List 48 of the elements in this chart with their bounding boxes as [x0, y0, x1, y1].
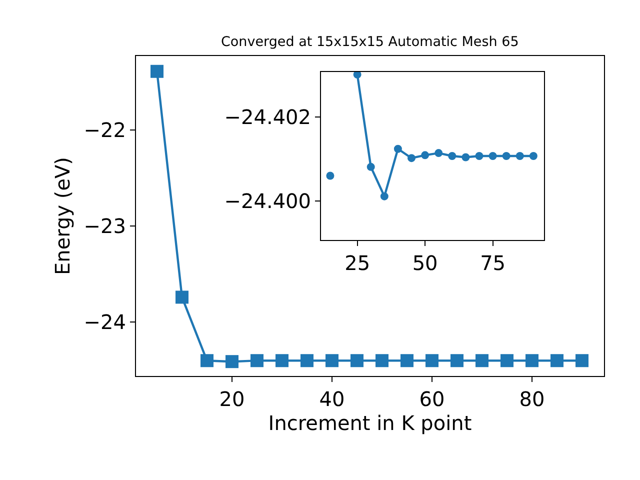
chart-title: Converged at 15x15x15 Automatic Mesh 65: [221, 34, 519, 50]
point: [276, 354, 288, 368]
point: [421, 151, 430, 160]
x-axis-title: Increment in K point: [268, 411, 472, 435]
point: [376, 354, 388, 368]
point: [400, 354, 414, 368]
x-tick-label: 40: [319, 387, 345, 411]
point: [226, 355, 238, 368]
point: [366, 162, 375, 171]
point: [150, 64, 164, 78]
point: [529, 152, 538, 160]
point: [516, 152, 524, 160]
point: [394, 144, 402, 153]
y-tick-label: −23: [84, 214, 126, 238]
y-tick-label: −24: [84, 310, 126, 334]
point: [200, 354, 214, 368]
point: [350, 354, 364, 368]
point: [448, 152, 456, 160]
y-tick-label: −24.402: [224, 104, 311, 129]
x-tick-label: 80: [519, 387, 545, 411]
point: [326, 172, 334, 180]
point: [550, 354, 564, 368]
y-tick-label: −24.400: [224, 188, 311, 213]
point: [380, 192, 388, 200]
point: [502, 152, 510, 160]
point: [475, 152, 484, 160]
point: [408, 154, 416, 162]
point: [434, 149, 443, 158]
x-tick-label: 75: [480, 251, 506, 275]
y-axis-title: Energy (eV): [50, 157, 74, 275]
point: [500, 354, 514, 368]
point: [576, 354, 588, 368]
y-tick-label: −22: [84, 118, 126, 142]
x-tick-label: 20: [219, 387, 245, 411]
point: [526, 354, 538, 368]
point: [426, 354, 438, 368]
point: [353, 72, 362, 79]
point: [488, 152, 497, 160]
point: [476, 354, 488, 368]
point: [462, 153, 470, 162]
x-tick-label: 60: [419, 387, 445, 411]
x-tick-label: 25: [344, 251, 370, 275]
point: [176, 290, 188, 304]
point: [450, 354, 464, 368]
point: [250, 354, 264, 368]
x-tick-label: 50: [412, 251, 438, 275]
point: [300, 354, 314, 368]
point: [326, 354, 338, 368]
